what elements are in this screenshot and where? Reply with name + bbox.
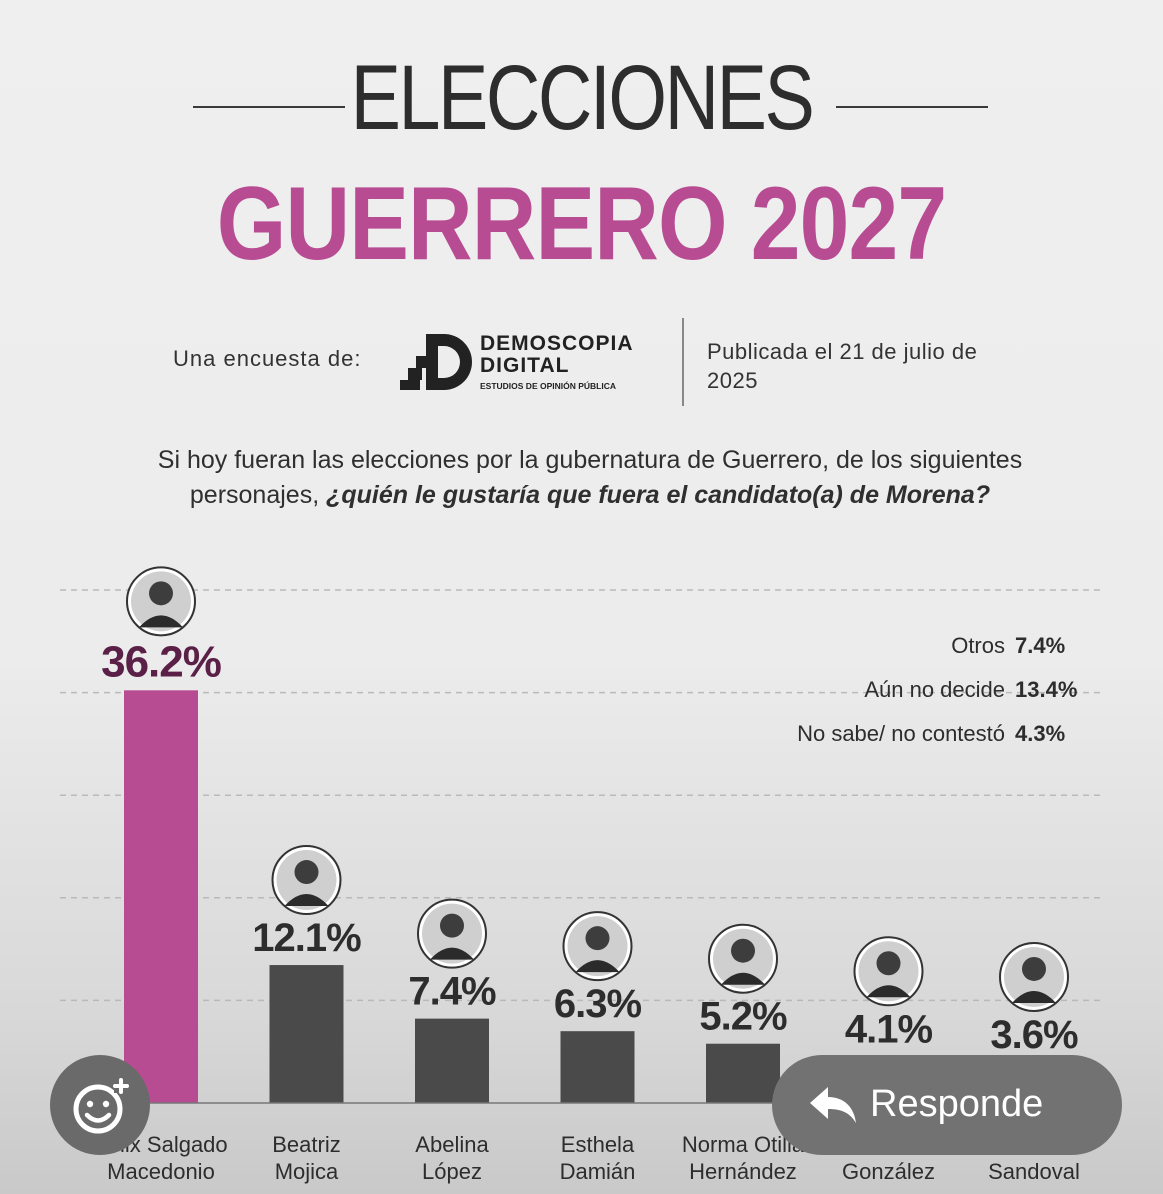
bar-value-label: 7.4% xyxy=(408,970,496,1014)
bar-value-label: 6.3% xyxy=(554,982,642,1026)
candidate-head xyxy=(876,951,901,976)
title-elecciones: ELECCIONES xyxy=(350,47,815,149)
category-label: Hernández xyxy=(689,1159,797,1184)
candidate-shoulders xyxy=(284,894,329,907)
undecided-row: Aún no decide 13.4% xyxy=(864,677,1078,703)
smiley-plus-icon xyxy=(73,1078,129,1134)
candidate-head xyxy=(294,860,319,885)
undecided-label: Aún no decide xyxy=(864,677,1005,702)
category-label: Damián xyxy=(560,1159,636,1184)
no-answer-value: 4.3% xyxy=(1015,721,1066,746)
category-label: López xyxy=(422,1159,482,1184)
bar-value-label: 5.2% xyxy=(699,995,787,1039)
brand-name-line1: DEMOSCOPIA xyxy=(480,332,634,355)
demoscopia-logo-icon xyxy=(400,334,472,390)
bar-value-label: 4.1% xyxy=(845,1007,933,1051)
category-label: González xyxy=(842,1159,935,1184)
reply-label: Responde xyxy=(870,1083,1044,1125)
title-rule-left xyxy=(193,106,345,108)
category-label: Sandoval xyxy=(988,1159,1080,1184)
bar xyxy=(124,690,198,1103)
candidate-head xyxy=(731,938,755,963)
published-date: Publicada el 21 de julio de 2025 xyxy=(707,339,978,393)
candidate-shoulders xyxy=(430,947,474,960)
candidate-shoulders xyxy=(866,985,911,998)
survey-by-label: Una encuesta de: xyxy=(173,346,362,371)
bar xyxy=(269,965,344,1103)
candidate-shoulders xyxy=(721,972,765,985)
candidate-head xyxy=(1022,956,1046,981)
category-label: Esthela xyxy=(561,1132,635,1157)
reply-button[interactable]: Responde xyxy=(772,1055,1122,1155)
survey-question: Si hoy fueran las elecciones por la gube… xyxy=(150,443,1030,513)
question-emphasis: ¿quién le gustaría que fuera el candidat… xyxy=(326,481,991,509)
bar-value-label: 12.1% xyxy=(252,916,361,960)
category-label: Abelina xyxy=(415,1132,489,1157)
candidate-head xyxy=(585,926,610,951)
title-rule-right xyxy=(836,106,988,108)
candidate-head xyxy=(440,913,464,938)
no-answer-row: No sabe/ no contestó 4.3% xyxy=(797,721,1075,747)
undecided-value: 13.4% xyxy=(1015,677,1078,702)
candidate-shoulders xyxy=(139,615,183,628)
title-guerrero-2027: GUERRERO 2027 xyxy=(216,166,947,282)
header-divider xyxy=(682,318,684,406)
candidate-shoulders xyxy=(1012,990,1056,1003)
reply-arrow-icon xyxy=(810,1087,856,1123)
add-reaction-button[interactable] xyxy=(50,1055,150,1155)
bar xyxy=(415,1018,489,1103)
category-label: Macedonio xyxy=(107,1159,215,1184)
question-text: Si hoy fueran las elecciones por la gube… xyxy=(157,446,1023,509)
category-label: Mojica xyxy=(275,1159,339,1184)
candidate-head xyxy=(149,581,173,606)
bar xyxy=(706,1043,780,1103)
others-value: 7.4% xyxy=(1015,633,1066,658)
brand-tagline: ESTUDIOS DE OPINIÓN PÚBLICA xyxy=(480,381,617,391)
bar-value-label: 36.2% xyxy=(101,637,221,686)
candidate-shoulders xyxy=(575,960,620,973)
brand-name-line2: DIGITAL xyxy=(480,354,570,377)
bar xyxy=(560,1031,635,1103)
others-row: Otros 7.4% xyxy=(951,633,1075,659)
category-label: Beatriz xyxy=(272,1132,340,1157)
bar-value-label: 3.6% xyxy=(990,1013,1078,1057)
others-label: Otros xyxy=(951,633,1005,658)
no-answer-label: No sabe/ no contestó xyxy=(797,721,1005,746)
